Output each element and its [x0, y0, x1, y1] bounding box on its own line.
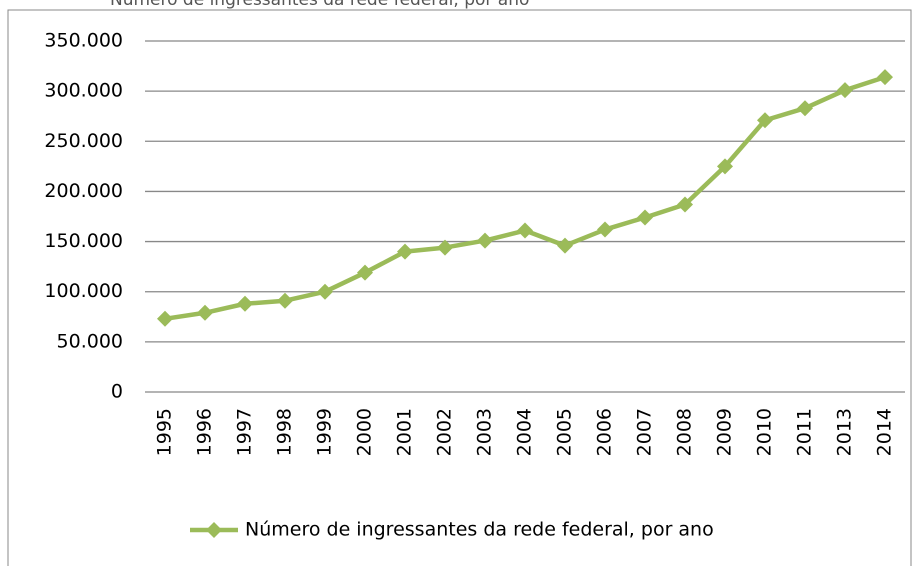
x-tick-label: 2002: [434, 408, 456, 456]
marker: [237, 295, 253, 312]
marker: [477, 232, 493, 249]
marker: [757, 112, 773, 129]
x-tick-label: 2009: [714, 408, 736, 456]
marker: [197, 304, 213, 321]
marker: [517, 222, 533, 239]
y-tick-label: 250.000: [44, 130, 123, 152]
x-tick-label: 1998: [274, 408, 296, 456]
x-tick-label: 2005: [554, 408, 576, 456]
legend-label: Número de ingressantes da rede federal, …: [245, 519, 714, 541]
y-tick-label: 300.000: [44, 80, 123, 102]
x-tick-label: 2013: [834, 408, 856, 456]
y-tick-label: 0: [111, 381, 123, 403]
marker: [437, 239, 453, 256]
y-tick-label: 100.000: [44, 280, 123, 302]
x-tick-label: 2006: [594, 408, 616, 456]
x-tick-label: 2011: [794, 408, 816, 456]
x-tick-label: 2007: [634, 408, 656, 456]
x-tick-label: 2000: [354, 408, 376, 456]
chart-border: [7, 9, 912, 566]
marker: [397, 243, 413, 260]
marker: [637, 209, 653, 226]
x-tick-label: 1995: [154, 408, 176, 456]
marker: [357, 264, 373, 281]
line: [164, 74, 886, 322]
y-tick-label: 150.000: [44, 230, 123, 252]
marker: [597, 221, 613, 238]
chart-title: Número de ingressantes da rede federal, …: [110, 0, 529, 10]
marker: [717, 158, 733, 175]
x-tick-label: 2008: [674, 408, 696, 456]
marker: [797, 100, 813, 117]
legend-marker: [206, 522, 222, 538]
x-tick-label: 2003: [474, 408, 496, 456]
x-tick-label: 2004: [514, 408, 536, 456]
y-tick-label: 50.000: [57, 330, 123, 352]
marker: [317, 283, 333, 300]
x-tick-label: 1997: [234, 408, 256, 456]
marker: [557, 237, 573, 254]
x-tick-label: 2014: [874, 408, 896, 456]
x-tick-label: 2010: [754, 408, 776, 456]
marker: [677, 196, 693, 213]
x-tick-label: 2001: [394, 408, 416, 456]
marker: [877, 69, 893, 86]
y-tick-label: 350.000: [44, 30, 123, 52]
marker: [837, 82, 853, 99]
marker: [157, 310, 173, 327]
x-tick-label: 1999: [314, 408, 336, 456]
x-tick-label: 1996: [194, 408, 216, 456]
y-tick-label: 200.000: [44, 180, 123, 202]
marker: [277, 292, 293, 309]
